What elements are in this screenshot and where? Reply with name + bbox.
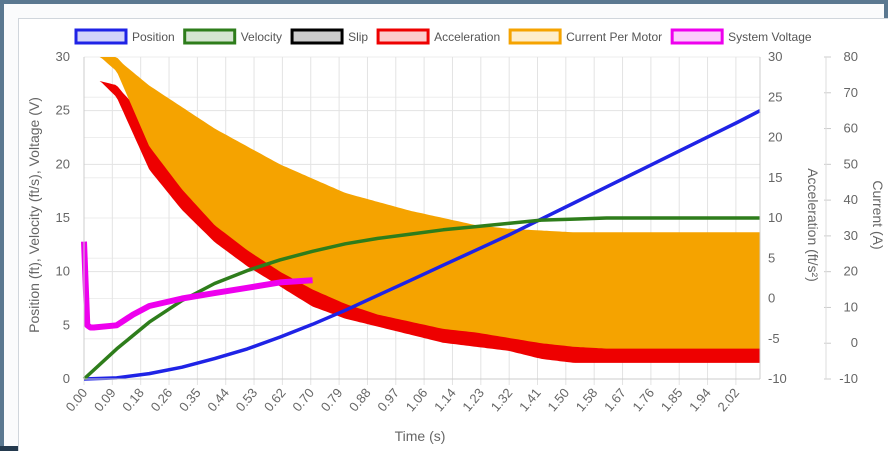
y-axis-accel-title: Acceleration (ft/s²) xyxy=(805,168,821,282)
legend-swatch-position xyxy=(74,28,128,45)
y-current-tick-label: 20 xyxy=(844,264,858,279)
legend-item-current-per-motor: Current Per Motor xyxy=(508,28,662,45)
legend-item-acceleration: Acceleration xyxy=(376,28,500,45)
x-tick-label: 0.88 xyxy=(346,385,374,414)
x-tick-label: 1.94 xyxy=(686,385,714,414)
legend-label-acceleration: Acceleration xyxy=(434,30,500,44)
x-tick-label: 0.18 xyxy=(119,385,147,414)
legend-label-position: Position xyxy=(132,30,175,44)
legend-label-slip: Slip xyxy=(348,30,368,44)
x-tick-label: 0.35 xyxy=(176,385,204,414)
x-tick-label: 0.79 xyxy=(318,385,346,414)
legend-label-system-voltage: System Voltage xyxy=(728,30,812,44)
y-left-tick-label: 5 xyxy=(63,317,70,332)
x-tick-label: 0.97 xyxy=(374,385,402,414)
legend-swatch-acceleration xyxy=(376,28,430,45)
y-axis-current-title: Current (A) xyxy=(870,180,886,249)
x-tick-label: 1.50 xyxy=(544,385,572,414)
series-lines xyxy=(81,109,761,381)
legend-swatch-velocity xyxy=(183,28,237,45)
y-current-tick-label: 60 xyxy=(844,121,858,136)
position-line xyxy=(83,109,761,381)
x-tick-label: 1.58 xyxy=(573,385,601,414)
y-accel-tick-label: -10 xyxy=(768,371,787,386)
y-accel-tick-label: 25 xyxy=(768,89,782,104)
band-fills xyxy=(84,57,760,363)
y-current-tick-label: 30 xyxy=(844,228,858,243)
legend-swatch-slip xyxy=(290,28,344,45)
y-accel-tick-label: 5 xyxy=(768,250,775,265)
legend: Position Velocity Slip Acceleration Current … xyxy=(74,28,812,45)
y-accel-tick-label: 20 xyxy=(768,130,782,145)
x-tick-label: 1.41 xyxy=(516,385,544,414)
y-axis-left-title: Position (ft), Velocity (ft/s), Voltage … xyxy=(26,97,42,333)
x-tick-label: 1.67 xyxy=(601,385,629,414)
y-accel-tick-label: 15 xyxy=(768,170,782,185)
y-left-tick-label: 0 xyxy=(63,371,70,386)
legend-label-current-per-motor: Current Per Motor xyxy=(566,30,662,44)
y-accel-tick-label: -5 xyxy=(768,331,780,346)
legend-item-slip: Slip xyxy=(290,28,368,45)
x-tick-label: 0.00 xyxy=(63,385,91,414)
y-left-tick-label: 15 xyxy=(56,210,70,225)
x-tick-label: 0.53 xyxy=(233,385,261,414)
system-voltage-line xyxy=(81,241,313,331)
x-tick-label: 1.32 xyxy=(488,385,516,414)
y-current-tick-label: 50 xyxy=(844,156,858,171)
legend-label-velocity: Velocity xyxy=(241,30,282,44)
x-tick-label: 1.23 xyxy=(459,385,487,414)
x-tick-label: 1.14 xyxy=(431,385,459,414)
x-tick-label: 0.62 xyxy=(261,385,289,414)
x-tick-label: 1.85 xyxy=(658,385,686,414)
y-current-tick-label: 40 xyxy=(844,192,858,207)
y-current-tick-label: 0 xyxy=(851,335,858,350)
y-left-tick-label: 20 xyxy=(56,156,70,171)
y-left-tick-label: 10 xyxy=(56,264,70,279)
legend-item-position: Position xyxy=(74,28,175,45)
y-current-tick-label: -10 xyxy=(839,371,858,386)
y-current-tick-label: 80 xyxy=(844,49,858,64)
y-accel-tick-label: 30 xyxy=(768,49,782,64)
legend-item-system-voltage: System Voltage xyxy=(670,28,812,45)
current-per-motor-band xyxy=(84,57,760,349)
y-current-tick-label: 10 xyxy=(844,299,858,314)
x-tick-label: 1.06 xyxy=(403,385,431,414)
x-tick-label: 1.76 xyxy=(629,385,657,414)
y-left-tick-label: 30 xyxy=(56,49,70,64)
x-tick-label: 2.02 xyxy=(714,385,742,414)
x-axis-title: Time (s) xyxy=(395,428,446,444)
x-tick-label: 0.09 xyxy=(91,385,119,414)
x-tick-label: 0.70 xyxy=(289,385,317,414)
y-current-tick-label: 70 xyxy=(844,85,858,100)
y-accel-tick-label: 10 xyxy=(768,210,782,225)
legend-swatch-system-voltage xyxy=(670,28,724,45)
x-tick-label: 0.26 xyxy=(148,385,176,414)
x-tick-label: 0.44 xyxy=(204,385,232,414)
y-accel-tick-label: 0 xyxy=(768,291,775,306)
y-left-tick-label: 25 xyxy=(56,103,70,118)
legend-item-velocity: Velocity xyxy=(183,28,282,45)
legend-swatch-current-per-motor xyxy=(508,28,562,45)
